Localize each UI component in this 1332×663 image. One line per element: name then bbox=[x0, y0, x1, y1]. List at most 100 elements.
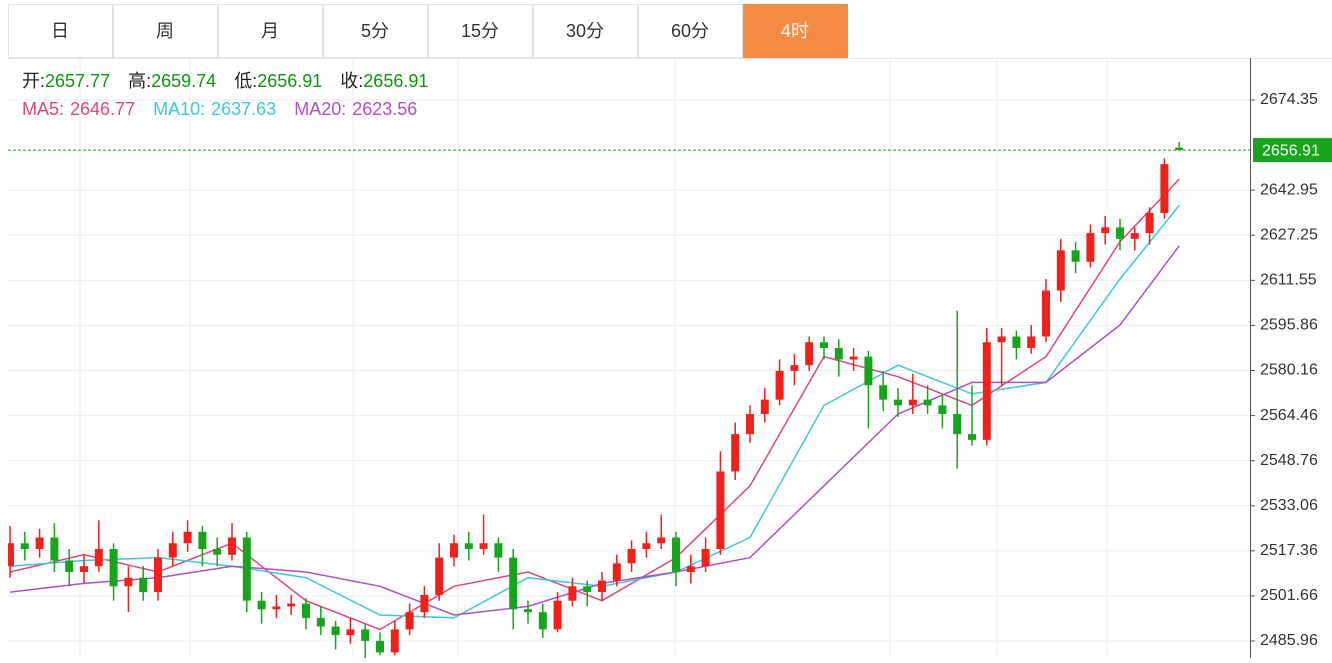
tab-label[interactable]: 30分 bbox=[566, 21, 604, 41]
candle-body bbox=[1175, 147, 1184, 151]
candle-body bbox=[923, 399, 932, 406]
candle-body bbox=[139, 577, 148, 593]
candle-body bbox=[790, 365, 799, 371]
candle-body bbox=[968, 434, 976, 440]
candle-body bbox=[701, 548, 710, 567]
candle-body bbox=[849, 356, 858, 360]
candle-body bbox=[672, 537, 680, 572]
tab[interactable] bbox=[218, 4, 323, 58]
candle-body bbox=[287, 603, 296, 607]
candle-body bbox=[405, 612, 414, 630]
y-tick-label: 2548.76 bbox=[1260, 452, 1318, 469]
candle-body bbox=[1086, 233, 1095, 262]
info-value: 2656.91 bbox=[363, 71, 428, 91]
candle-body bbox=[820, 342, 828, 348]
candle-body bbox=[316, 617, 325, 627]
candle-body bbox=[642, 543, 651, 549]
candle-body bbox=[1042, 290, 1050, 337]
legend-label: MA10: bbox=[153, 99, 205, 119]
price-tag-label: 2656.91 bbox=[1262, 142, 1320, 159]
tab[interactable] bbox=[743, 4, 848, 58]
candle-body bbox=[598, 580, 606, 593]
candle-body bbox=[1116, 227, 1124, 239]
ma-line bbox=[9, 178, 1180, 631]
candle-body bbox=[805, 342, 814, 366]
tab[interactable] bbox=[323, 4, 428, 58]
candle-body bbox=[894, 399, 902, 406]
legend-label: MA5: bbox=[22, 99, 64, 119]
candle-body bbox=[20, 543, 29, 549]
tab-label[interactable]: 15分 bbox=[461, 21, 499, 41]
y-tick-label: 2627.25 bbox=[1260, 226, 1318, 243]
legend-value: 2646.77 bbox=[70, 99, 135, 119]
candle-body bbox=[612, 563, 621, 581]
candle-body bbox=[864, 356, 873, 386]
candle-body bbox=[376, 640, 384, 653]
candle-body bbox=[908, 399, 917, 406]
tab-label[interactable]: 月 bbox=[261, 21, 279, 41]
candle-body bbox=[390, 629, 399, 653]
tab[interactable] bbox=[638, 4, 743, 58]
info-value: 2657.77 bbox=[45, 71, 110, 91]
y-tick-label: 2642.95 bbox=[1260, 181, 1318, 198]
candle-body bbox=[35, 537, 44, 549]
y-tick-label: 2533.06 bbox=[1260, 497, 1318, 514]
info-label: 低: bbox=[234, 71, 257, 91]
y-tick-label: 2674.35 bbox=[1260, 91, 1318, 108]
candle-body bbox=[435, 557, 444, 595]
candle-body bbox=[1145, 212, 1154, 234]
candle-body bbox=[553, 600, 562, 630]
candle-body bbox=[686, 566, 695, 572]
tab-label[interactable]: 4时 bbox=[781, 21, 809, 41]
candle-body bbox=[760, 399, 769, 415]
candle-body bbox=[346, 629, 355, 636]
candle-body bbox=[450, 543, 458, 558]
candle-body bbox=[168, 543, 177, 558]
candle-body bbox=[257, 600, 266, 610]
candle-body bbox=[80, 566, 88, 572]
candle-body bbox=[775, 370, 784, 400]
candle-body bbox=[997, 336, 1006, 343]
candle-body bbox=[879, 385, 888, 400]
candle-body bbox=[1101, 227, 1110, 234]
info-value: 2659.74 bbox=[151, 71, 216, 91]
candle-body bbox=[183, 531, 192, 544]
tab[interactable] bbox=[113, 4, 218, 58]
candle-body bbox=[731, 434, 740, 472]
ma-line bbox=[9, 204, 1180, 619]
candle-body bbox=[213, 548, 222, 555]
tab-label[interactable]: 5分 bbox=[361, 21, 389, 41]
tab-label[interactable]: 60分 bbox=[671, 21, 709, 41]
tab[interactable] bbox=[428, 4, 533, 58]
tab[interactable] bbox=[8, 4, 113, 58]
tab[interactable] bbox=[533, 4, 638, 58]
candle-body bbox=[953, 414, 962, 435]
candle-body bbox=[982, 342, 991, 440]
candle-body bbox=[938, 405, 947, 415]
candle-body bbox=[583, 586, 592, 593]
tab-label[interactable]: 周 bbox=[156, 21, 174, 41]
candle-body bbox=[124, 577, 133, 587]
info-value: 2656.91 bbox=[257, 71, 322, 91]
candle-body bbox=[8, 543, 14, 567]
candle-body bbox=[331, 626, 340, 636]
candle-body bbox=[94, 548, 103, 567]
candle-body bbox=[1012, 336, 1021, 348]
candle-body bbox=[657, 537, 666, 544]
candle-body bbox=[627, 548, 636, 564]
candle-body bbox=[1056, 250, 1065, 291]
candle-body bbox=[1160, 164, 1169, 213]
candle-body bbox=[228, 537, 236, 555]
y-tick-label: 2485.96 bbox=[1260, 632, 1318, 649]
y-tick-label: 2611.55 bbox=[1260, 272, 1317, 289]
candle-body bbox=[1130, 233, 1139, 239]
info-label: 开: bbox=[22, 71, 45, 91]
y-tick-label: 2517.36 bbox=[1260, 542, 1318, 559]
candle-body bbox=[420, 594, 429, 613]
candle-body bbox=[746, 414, 754, 435]
price-tag bbox=[1253, 138, 1332, 163]
candle-body bbox=[1071, 250, 1080, 262]
tab-label[interactable]: 日 bbox=[51, 21, 69, 41]
y-tick-label: 2595.86 bbox=[1260, 317, 1318, 334]
candle-body bbox=[242, 537, 251, 601]
